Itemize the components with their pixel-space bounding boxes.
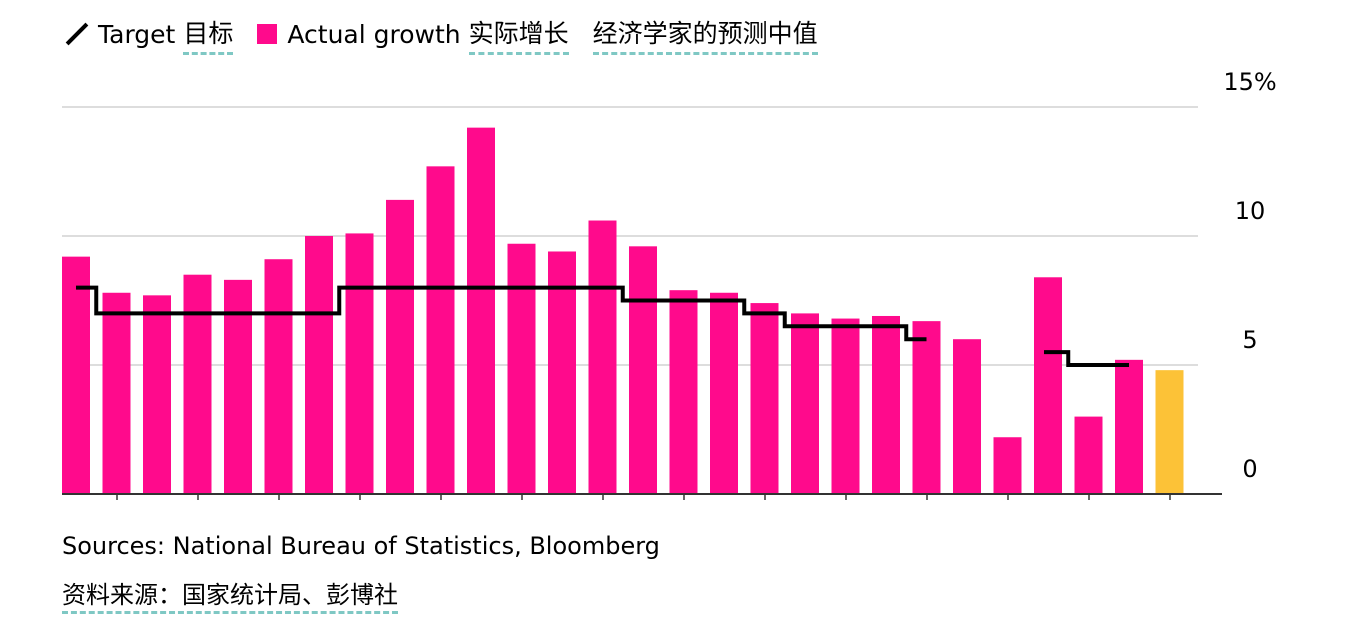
- bar-actual: [386, 199, 414, 494]
- legend-median: 经济学家的预测中值: [592, 14, 818, 55]
- bar-actual: [1034, 277, 1062, 494]
- bar-actual: [1074, 416, 1103, 494]
- bar-forecast-median: [1155, 370, 1184, 494]
- bar-actual: [710, 292, 738, 494]
- y-tick-label: 15%: [1223, 68, 1276, 96]
- actual-growth-swatch: [257, 24, 278, 44]
- bar-actual: [1115, 359, 1143, 494]
- sources-zh-text: 资料来源：国家统计局、彭博社: [62, 581, 398, 614]
- bar-actual: [629, 246, 657, 494]
- bar-actual: [750, 303, 779, 494]
- legend-target: Target 目标: [62, 14, 234, 55]
- bar-actual: [224, 279, 252, 494]
- bar-actual: [305, 236, 333, 494]
- y-tick-label: 5: [1242, 326, 1257, 354]
- gdp-growth-chart: 15% 10 5 0: [62, 68, 1277, 500]
- bar-actual: [62, 256, 90, 494]
- sources-zh: 资料来源：国家统计局、彭博社: [62, 575, 398, 614]
- chart-legend: Target 目标 Actual growth 实际增长 经济学家的预测中值: [62, 14, 842, 55]
- bar-actual: [791, 313, 819, 494]
- legend-actual-en: Actual growth: [287, 19, 461, 49]
- y-tick-label: 10: [1235, 197, 1266, 225]
- bar-actual: [467, 127, 495, 494]
- bar-actual: [143, 295, 171, 494]
- bar-actual: [872, 315, 900, 494]
- bar-actual: [912, 321, 941, 494]
- bar-actual: [102, 292, 131, 494]
- sources-en: Sources: National Bureau of Statistics, …: [62, 532, 660, 560]
- bar-actual: [264, 259, 293, 494]
- target-line-swatch: [62, 21, 88, 47]
- bar-actual: [993, 437, 1022, 494]
- bar-actual: [669, 290, 698, 494]
- legend-target-en: Target: [98, 19, 176, 49]
- bar-actual: [953, 339, 981, 494]
- bar-actual: [548, 251, 576, 494]
- legend-actual: Actual growth 实际增长: [257, 14, 569, 55]
- legend-actual-zh: 实际增长: [468, 14, 569, 55]
- y-tick-label: 0: [1242, 455, 1257, 483]
- bar-actual: [507, 243, 536, 494]
- bar-actual: [588, 220, 617, 494]
- bar-actual: [345, 233, 374, 495]
- bar-actual: [426, 166, 455, 494]
- bar-actual: [831, 318, 860, 494]
- target-line: [76, 285, 1129, 367]
- bar-actual: [183, 274, 212, 494]
- legend-median-zh: 经济学家的预测中值: [592, 14, 818, 55]
- legend-target-zh: 目标: [183, 14, 234, 55]
